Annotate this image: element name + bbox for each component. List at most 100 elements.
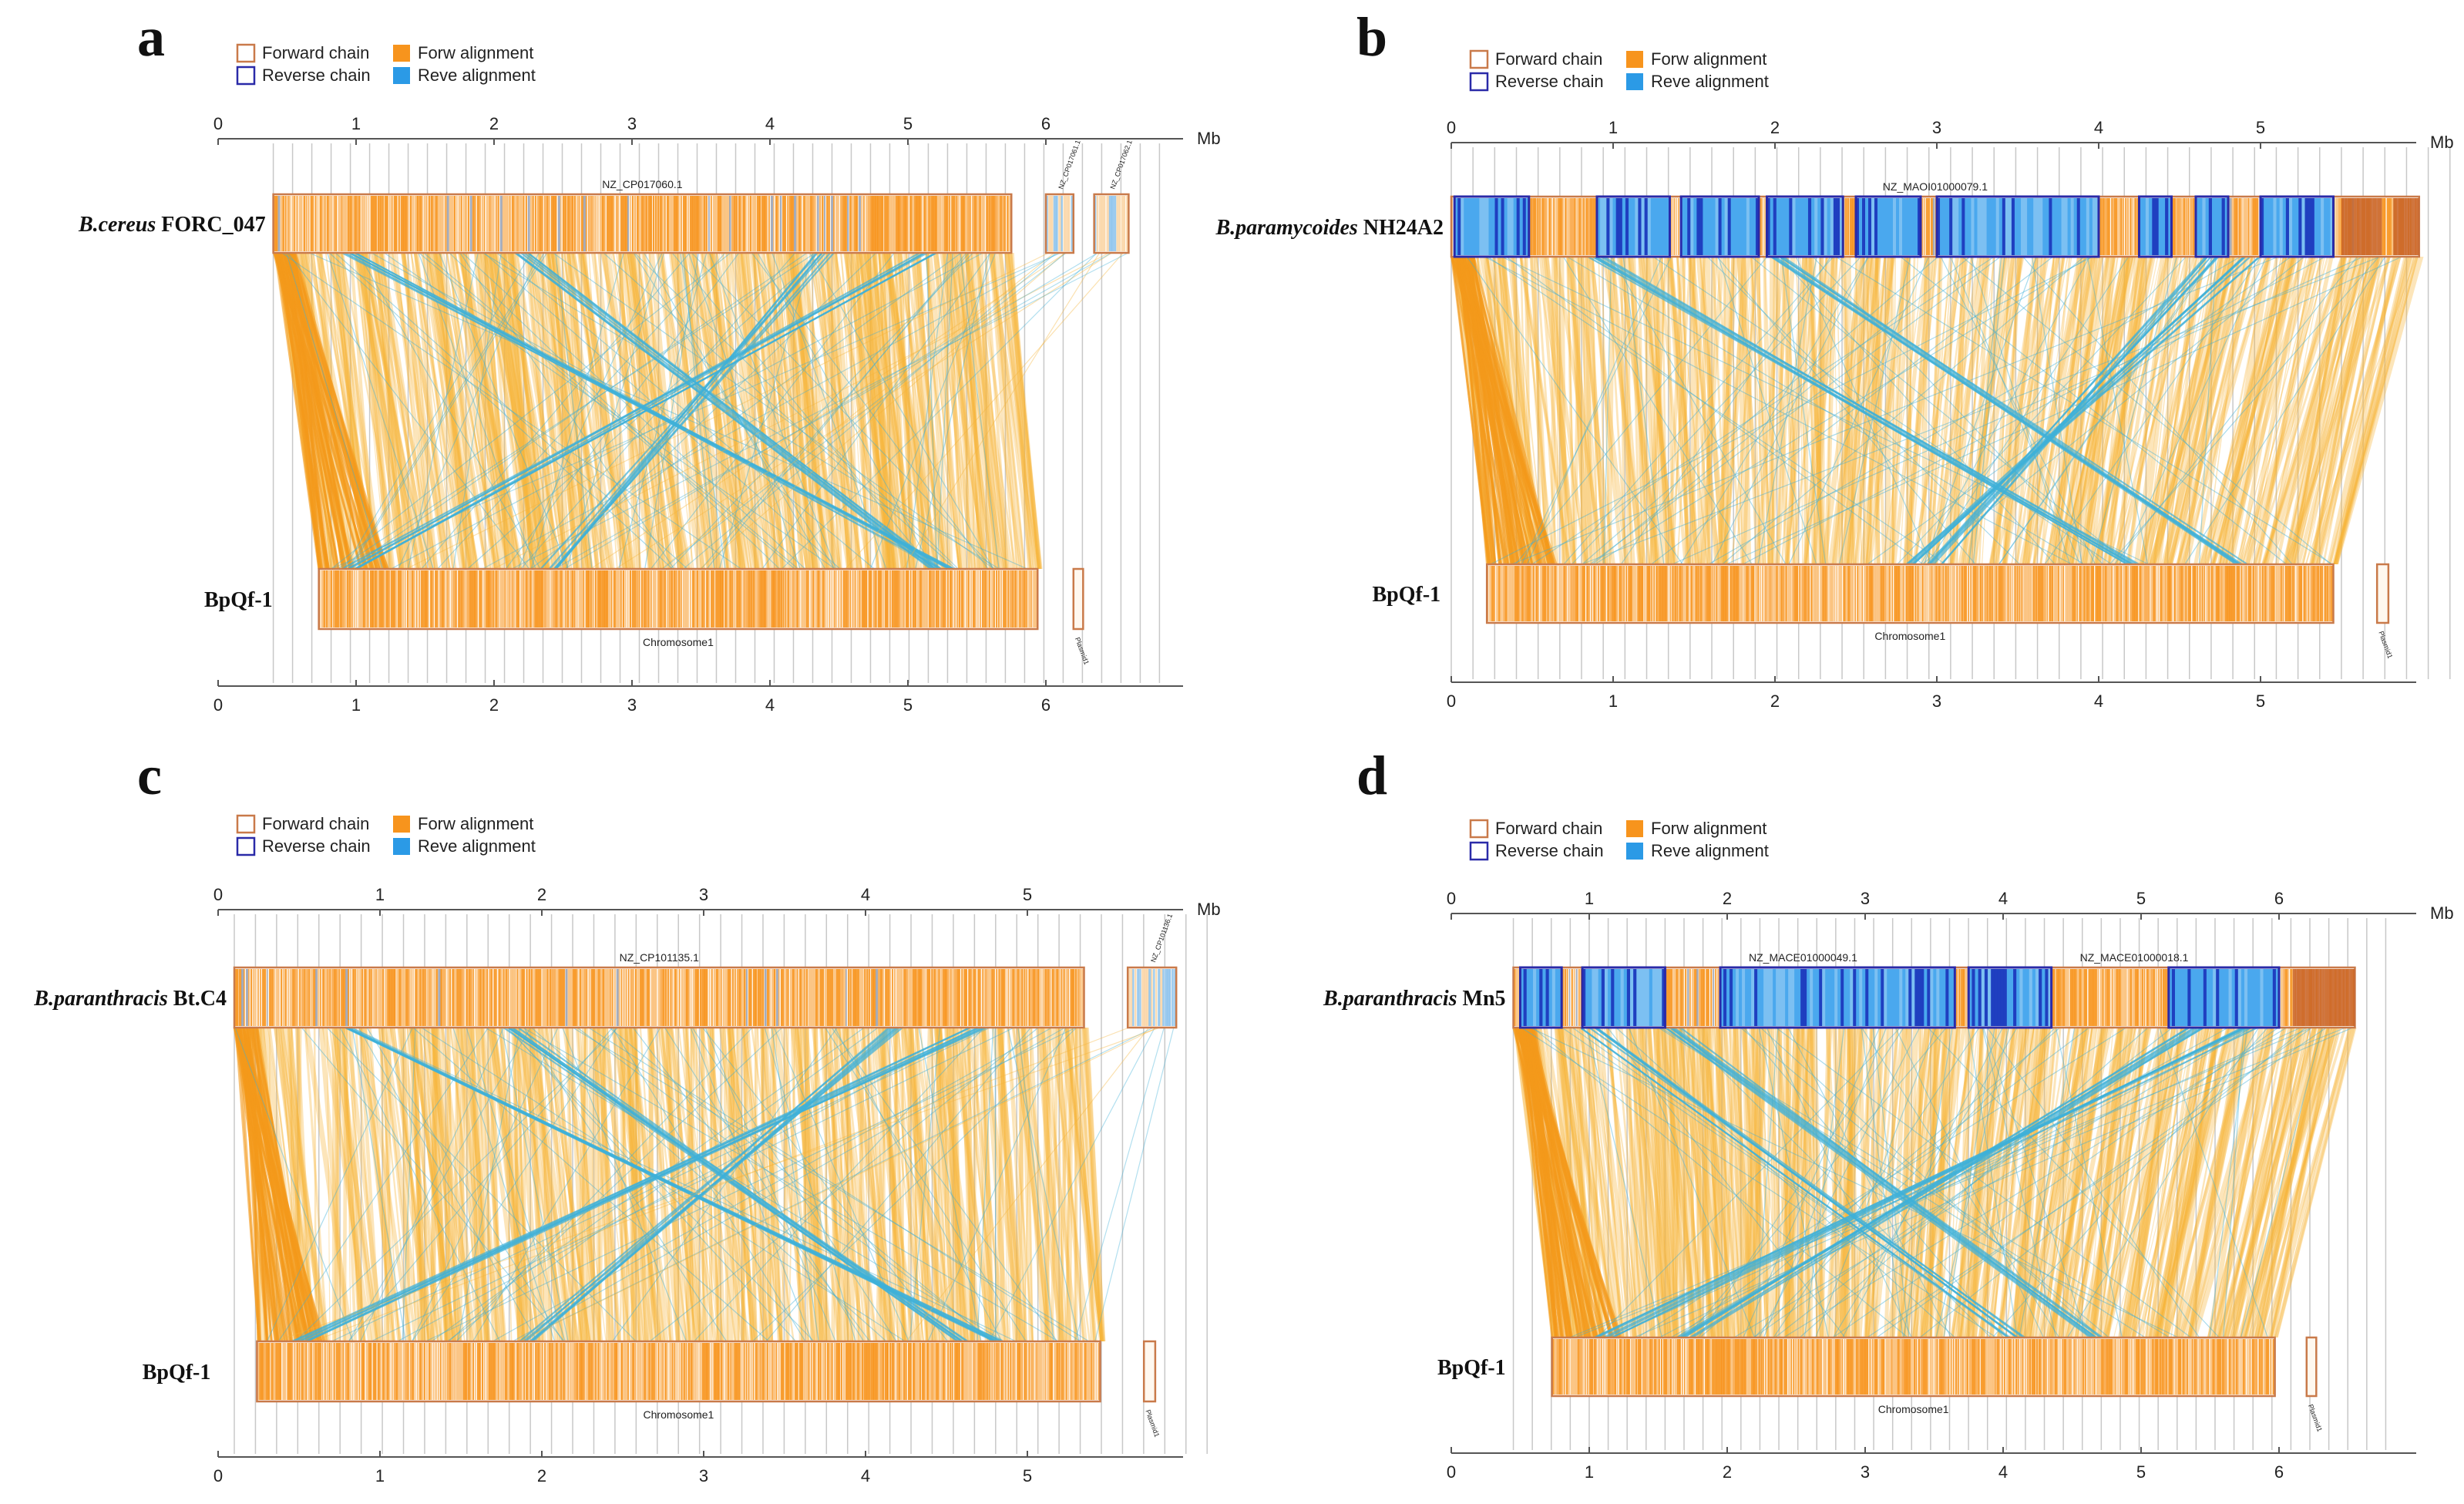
alignment-block [1489, 566, 1492, 621]
forward-link [341, 1028, 357, 1341]
alignment-block [839, 969, 841, 1026]
reverse-link [2022, 256, 2293, 565]
alignment-block [310, 1343, 312, 1400]
alignment-block [462, 570, 465, 628]
alignment-block [1508, 566, 1511, 621]
alignment-block [1561, 566, 1563, 621]
forward-link [648, 253, 683, 569]
alignment-block [782, 196, 785, 251]
forward-link [978, 1028, 1001, 1341]
alignment-block [1769, 566, 1773, 621]
reverse-link [694, 1027, 985, 1342]
forward-link [845, 253, 870, 569]
alignment-block [292, 969, 296, 1026]
alignment-block [262, 969, 265, 1026]
alignment-block [638, 196, 641, 251]
alignment-block [682, 196, 686, 251]
alignment-block [1578, 198, 1582, 255]
alignment-block [1925, 198, 1928, 255]
alignment-block [801, 570, 804, 628]
alignment-block [333, 1343, 335, 1400]
alignment-block [1099, 196, 1103, 251]
forward-link [373, 253, 439, 569]
forward-link [1750, 257, 1766, 564]
forward-link [499, 1028, 525, 1341]
alignment-block [540, 969, 542, 1026]
alignment-block [535, 1343, 537, 1400]
reverse-alignment-block [1755, 198, 1760, 255]
alignment-block [1963, 566, 1966, 621]
forward-link [685, 1028, 704, 1341]
alignment-block [914, 196, 918, 251]
alignment-block [704, 1343, 708, 1400]
forward-link [447, 1028, 457, 1341]
reverse-alignment-block [2264, 198, 2267, 255]
alignment-block [782, 1343, 785, 1400]
alignment-block [343, 969, 346, 1026]
reverse-alignment-block [2261, 198, 2264, 255]
alignment-block [588, 969, 590, 1026]
forward-chain-frame [272, 193, 1013, 254]
alignment-block [798, 196, 802, 251]
legend-forw-alignment: Forw alignment [1651, 49, 1766, 69]
alignment-block [942, 570, 946, 628]
legend-reverse-chain: Reverse chain [1495, 72, 1604, 91]
alignment-block [261, 1343, 264, 1400]
alignment-block [996, 570, 998, 628]
alignment-block [1574, 198, 1576, 255]
forward-link [667, 1028, 704, 1341]
reverse-alignment-block [2301, 198, 2306, 255]
forward-link [2024, 257, 2047, 564]
forward-link [964, 253, 984, 569]
forward-link [419, 1028, 447, 1341]
forward-link [647, 1028, 681, 1341]
reverse-link [1897, 256, 2187, 565]
forward-link [980, 1028, 995, 1341]
alignment-block [516, 196, 519, 251]
alignment-block [1544, 198, 1547, 255]
forward-link [1652, 1028, 1679, 1337]
alignment-block [275, 196, 278, 251]
reverse-alignment-block [1792, 198, 1797, 255]
forward-link [2213, 1028, 2274, 1337]
alignment-block [1171, 969, 1174, 1026]
forward-link [1074, 1028, 1078, 1341]
forward-link [2059, 257, 2134, 564]
alignment-block [467, 1343, 472, 1400]
reverse-alignment-block [2279, 198, 2284, 255]
alignment-block [1834, 566, 1836, 621]
alignment-block [2116, 198, 2118, 255]
alignment-block [2294, 566, 2296, 621]
alignment-block [328, 570, 331, 628]
alignment-block [2220, 566, 2224, 621]
forward-link [1450, 256, 1558, 565]
alignment-block [526, 1343, 529, 1400]
forward-link [935, 1028, 946, 1341]
alignment-block [1836, 566, 1838, 621]
alignment-block [983, 196, 985, 251]
plasmid-link [405, 252, 1049, 570]
alignment-block [789, 570, 792, 628]
forward-link [682, 1028, 702, 1341]
forward-link [1084, 1028, 1105, 1341]
forward-link [1892, 257, 1930, 564]
reverse-chain-block [1935, 195, 2100, 258]
alignment-block [1084, 1343, 1087, 1400]
alignment-block [1030, 570, 1033, 628]
reverse-link [1581, 256, 2381, 565]
alignment-block [495, 196, 498, 251]
alignment-block [729, 570, 732, 628]
alignment-block [2298, 566, 2302, 621]
alignment-block [379, 196, 382, 251]
forward-link [1958, 257, 2019, 564]
alignment-block [1558, 566, 1561, 621]
reverse-link [1017, 1027, 1054, 1342]
alignment-block [1521, 566, 1524, 621]
reverse-link [452, 1027, 556, 1342]
forward-link [904, 1028, 934, 1341]
forward-link [1010, 253, 1040, 569]
reverse-link [348, 252, 920, 570]
alignment-block [1555, 198, 1558, 255]
alignment-block [2053, 566, 2057, 621]
